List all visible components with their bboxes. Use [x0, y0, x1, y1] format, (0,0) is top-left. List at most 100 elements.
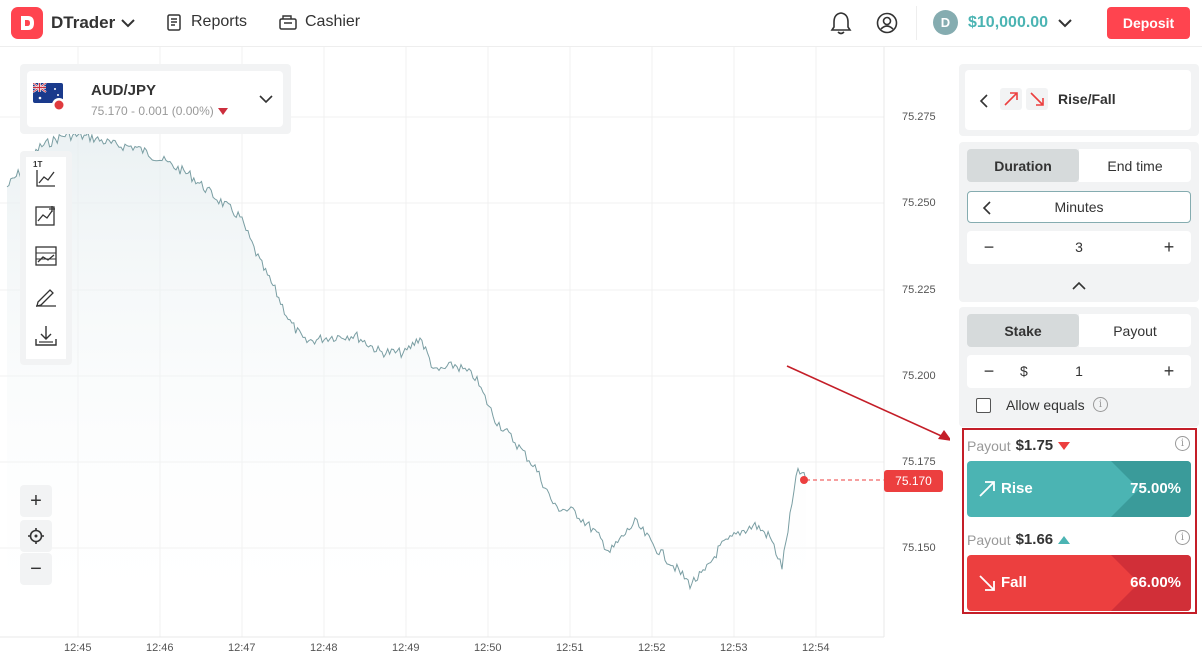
price-line [6, 131, 807, 591]
notifications-icon[interactable] [830, 11, 852, 40]
reports-link[interactable]: Reports [166, 13, 247, 31]
indicators-icon [35, 206, 55, 226]
drawing-tools-button[interactable] [34, 285, 58, 309]
rise-contract-icon [1000, 88, 1022, 110]
tab-end-time[interactable]: End time [1079, 149, 1191, 182]
currency-symbol: $ [1020, 363, 1028, 379]
chevron-up-icon[interactable] [1072, 281, 1086, 290]
x-tick: 12:51 [556, 642, 584, 654]
y-tick: 75.275 [902, 111, 936, 123]
stake-value[interactable]: 1 [1075, 363, 1083, 379]
cashier-link[interactable]: Cashier [279, 13, 360, 31]
duration-panel: Duration End time Minutes − 3 + [959, 142, 1199, 302]
deposit-button[interactable]: Deposit [1107, 7, 1190, 39]
fall-button[interactable]: Fall 66.00% [967, 555, 1191, 611]
price-chart[interactable] [0, 47, 950, 661]
tick-interval-label: 1T [33, 160, 43, 169]
chevron-down-icon [1058, 18, 1072, 27]
download-icon [35, 326, 57, 346]
header-divider [916, 6, 917, 40]
chart-type-icon [36, 170, 55, 187]
download-button[interactable] [34, 325, 58, 349]
deriv-logo-icon[interactable] [11, 7, 43, 39]
tab-stake[interactable]: Stake [967, 314, 1079, 347]
rise-button-accent [1111, 461, 1191, 517]
reset-zoom-button[interactable] [20, 520, 52, 552]
rise-payout-value: $1.75 [1015, 437, 1054, 454]
templates-button[interactable] [34, 245, 58, 269]
asset-price-text: 75.170 - 0.001 (0.00%) [91, 104, 214, 118]
fall-button-label: Fall [1001, 574, 1027, 591]
app-switcher[interactable]: DTrader [51, 13, 135, 33]
annotation-highlight-box [962, 428, 1197, 614]
tab-payout[interactable]: Payout [1079, 314, 1191, 347]
crosshair-icon [28, 528, 44, 544]
app-name: DTrader [51, 13, 116, 32]
increase-duration-button[interactable]: + [1163, 237, 1175, 257]
decrease-duration-button[interactable]: − [983, 237, 995, 257]
contract-type-inner[interactable]: Rise/Fall [965, 70, 1191, 130]
chart-toolbar: 1T [20, 151, 72, 365]
chevron-left-icon [979, 94, 988, 108]
x-tick: 12:53 [720, 642, 748, 654]
x-tick: 12:46 [146, 642, 174, 654]
rise-button[interactable]: Rise 75.00% [967, 461, 1191, 517]
x-tick: 12:48 [310, 642, 338, 654]
asset-selector[interactable]: AUD/JPY 75.170 - 0.001 (0.00%) [20, 64, 291, 134]
asset-name: AUD/JPY [91, 82, 157, 99]
x-tick: 12:54 [802, 642, 830, 654]
decrease-stake-button[interactable]: − [983, 361, 995, 381]
x-tick: 12:47 [228, 642, 256, 654]
demo-account-icon: D [933, 10, 958, 35]
rise-payout-label: Payout [967, 437, 1011, 454]
cashier-icon [279, 15, 297, 30]
contract-type-label: Rise/Fall [1058, 91, 1116, 107]
contract-type-selector[interactable]: Rise/Fall [959, 64, 1199, 136]
reports-label: Reports [191, 13, 248, 30]
fall-button-accent [1111, 555, 1191, 611]
zoom-out-button[interactable]: − [20, 553, 52, 585]
info-icon[interactable]: i [1093, 397, 1108, 412]
y-tick: 75.175 [902, 456, 936, 468]
x-tick: 12:49 [392, 642, 420, 654]
account-balance-switcher[interactable]: D $10,000.00 [933, 10, 1072, 35]
allow-equals-checkbox[interactable] [976, 398, 991, 413]
indicators-button[interactable] [34, 205, 58, 229]
duration-value[interactable]: 3 [1075, 239, 1083, 255]
current-price-tag: 75.170 [884, 470, 943, 492]
fall-arrow-icon [979, 575, 995, 591]
price-area [7, 132, 806, 637]
templates-icon [35, 246, 57, 266]
fall-contract-icon [1026, 88, 1048, 110]
chevron-down-icon [259, 95, 273, 104]
chart-toolbar-inner: 1T [26, 157, 66, 359]
tab-duration[interactable]: Duration [967, 149, 1079, 182]
fall-payout-value: $1.66 [1015, 531, 1054, 548]
rise-percent: 75.00% [1130, 480, 1181, 497]
x-tick: 12:52 [638, 642, 666, 654]
y-tick: 75.250 [902, 197, 936, 209]
x-tick: 12:45 [64, 642, 92, 654]
drawing-tools-icon [36, 289, 56, 307]
duration-unit-select[interactable]: Minutes [967, 191, 1191, 223]
asset-price: 75.170 - 0.001 (0.00%) [91, 104, 228, 118]
info-icon[interactable]: i [1175, 530, 1190, 545]
increase-stake-button[interactable]: + [1163, 361, 1175, 381]
account-settings-icon[interactable] [876, 12, 898, 39]
chart-type-button[interactable]: 1T [33, 160, 58, 187]
rise-button-label: Rise [1001, 480, 1033, 497]
chart-area[interactable]: 75.275 75.250 75.225 75.200 75.175 75.15… [0, 47, 952, 661]
reports-icon [167, 13, 181, 31]
asset-selector-inner[interactable]: AUD/JPY 75.170 - 0.001 (0.00%) [27, 71, 283, 127]
price-down-icon [217, 108, 228, 116]
y-tick: 75.150 [902, 542, 936, 554]
stake-panel: Stake Payout − $ 1 + Allow equals i [959, 307, 1199, 427]
chevron-down-icon [121, 19, 135, 28]
info-icon[interactable]: i [1175, 436, 1190, 451]
y-tick: 75.225 [902, 284, 936, 296]
fall-payout-label: Payout [967, 531, 1011, 548]
allow-equals-label: Allow equals [1006, 397, 1085, 413]
annotation-arrow [786, 365, 952, 441]
chevron-left-icon [982, 201, 991, 215]
zoom-in-button[interactable]: + [20, 485, 52, 517]
